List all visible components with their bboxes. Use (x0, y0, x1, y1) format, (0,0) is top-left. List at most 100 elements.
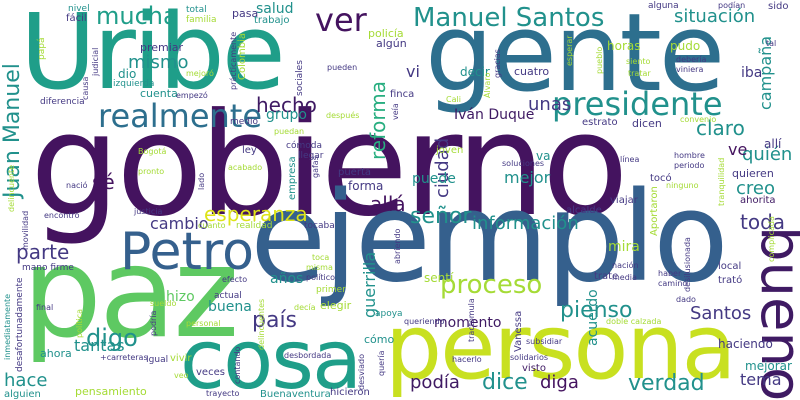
word-doble-calzada: doble calzada (606, 317, 662, 326)
word-proceso: proceso (440, 270, 543, 300)
word-mejoro: mejoró (186, 69, 214, 78)
word-puerta: puerta (338, 167, 371, 178)
word-anos: años (270, 271, 304, 287)
word-ve: ve (728, 140, 748, 159)
word-linea: línea (620, 155, 640, 164)
word-facil: fácil (66, 13, 87, 24)
word-joven: joven (436, 145, 464, 156)
word-misma: misma (306, 263, 333, 272)
word-esperar: esperar (565, 35, 574, 66)
word-colombia: Colombia (237, 33, 248, 80)
word-delincuentes: delincuentes (257, 298, 266, 350)
word-cuatro: cuatro (514, 65, 550, 78)
word-personal: personal (186, 319, 221, 328)
word-queriendo: queriendo (404, 317, 445, 326)
word-alguna: alguna (648, 1, 679, 11)
word-judicial: judicial (91, 47, 100, 76)
word-reforma: reforma (366, 81, 390, 160)
word-ahora: ahora (40, 347, 72, 360)
word-pudo: pudo (670, 39, 701, 53)
word-alla: allá (370, 192, 406, 216)
word-politico: político (306, 273, 336, 282)
word-hombre: hombre (674, 151, 705, 160)
word-queria: quería (377, 350, 386, 376)
word-mismo: mismo (128, 52, 189, 73)
word-desilusionada: desilusionada (683, 237, 692, 292)
word-trabajo: trabajo (254, 15, 290, 26)
word-premiar: premiar (140, 41, 184, 54)
word-veo: veo (174, 371, 189, 380)
word-igual: Igual (146, 355, 169, 365)
word-pais: país (252, 308, 298, 333)
word-pronto: pronto (138, 167, 165, 176)
word-ley: ley (242, 145, 257, 156)
word-comoda: cómoda (286, 141, 322, 151)
word-acabado: acabado (228, 163, 263, 172)
word-haciendo: haciendo (718, 337, 773, 351)
word-veces: veces (196, 367, 225, 378)
word-santos: Santos (690, 303, 752, 324)
word-primer: primer (316, 285, 346, 295)
word-dado: dado (676, 295, 696, 304)
word-viajar: viajar (610, 195, 638, 206)
word-mano-firme: mano firme (22, 263, 74, 273)
word-local: local (718, 261, 742, 272)
word-toco: tocó (650, 173, 672, 184)
word-efecto: efecto (222, 275, 248, 284)
word-hace: hace (4, 370, 48, 391)
word-ahorita: ahorita (740, 195, 776, 206)
word-contando: contando (233, 346, 242, 384)
word-abriendo: abriendo (393, 228, 402, 264)
word-solidarios: solidarios (510, 353, 549, 362)
word-tractomula: tractomula (467, 298, 476, 342)
word-digo: digo (86, 324, 138, 352)
word-unas: unas (528, 94, 572, 115)
word-persona: persona (385, 295, 737, 400)
word-vi: vi (406, 62, 420, 81)
word-como: cómo (364, 333, 395, 346)
word-ivan-duque: Iván Duque (454, 107, 535, 123)
word-hecho: hecho (256, 93, 317, 117)
word-pasa: pasa (232, 7, 259, 20)
word-alli: allí (764, 137, 782, 151)
word-trayecto: trayecto (206, 389, 240, 398)
word-decir: decir (460, 65, 490, 79)
word-situacion: situación (674, 6, 756, 27)
word-cuanto: cuanto (198, 221, 226, 230)
word-ver: ver (315, 1, 367, 39)
word-informacion: información (472, 213, 579, 234)
word-tranquilidad: tranquilidad (717, 157, 726, 206)
word-politica: política (75, 308, 84, 338)
word-veia: veía (391, 103, 400, 120)
word-podria: podría (149, 310, 158, 336)
word-sociales: sociales (295, 60, 305, 96)
word-empresa: empresa (287, 156, 298, 200)
word-nacio: nació (66, 181, 88, 190)
word-horas: horas (607, 39, 641, 53)
word-tema: tema (740, 370, 782, 389)
word-toca: toca (312, 253, 330, 262)
word-toda: toda (740, 210, 786, 234)
word-medio: medio (230, 117, 259, 127)
word-periodo: periodo (674, 161, 705, 170)
word-final: final (36, 303, 54, 312)
word-desbordada: desbordada (284, 351, 332, 360)
word-nivel: nivel (68, 4, 90, 14)
word-nacion: nación (612, 261, 639, 270)
word-gracias: gracias (493, 49, 502, 78)
word-gente: gente (425, 0, 725, 116)
word-realmente: realmente (98, 97, 263, 135)
word-senti: sentí (424, 271, 454, 285)
word-viniera: viniera (676, 65, 704, 74)
word-claro: claro (696, 116, 745, 140)
word-encontro: encontró (44, 211, 80, 220)
word-total: total (186, 5, 207, 15)
word-hacerlo: hacerlo (452, 355, 482, 364)
word-sido: sido (768, 1, 789, 12)
word-carreteras: +carreteras (100, 353, 148, 362)
word-iba: iba (741, 65, 763, 81)
word-buenaventura: Buenaventura (260, 389, 331, 400)
word-realidad: realidad (236, 221, 273, 231)
word-sueldo: sueldo (150, 299, 177, 308)
word-aportaron: Aportaron (649, 186, 660, 236)
